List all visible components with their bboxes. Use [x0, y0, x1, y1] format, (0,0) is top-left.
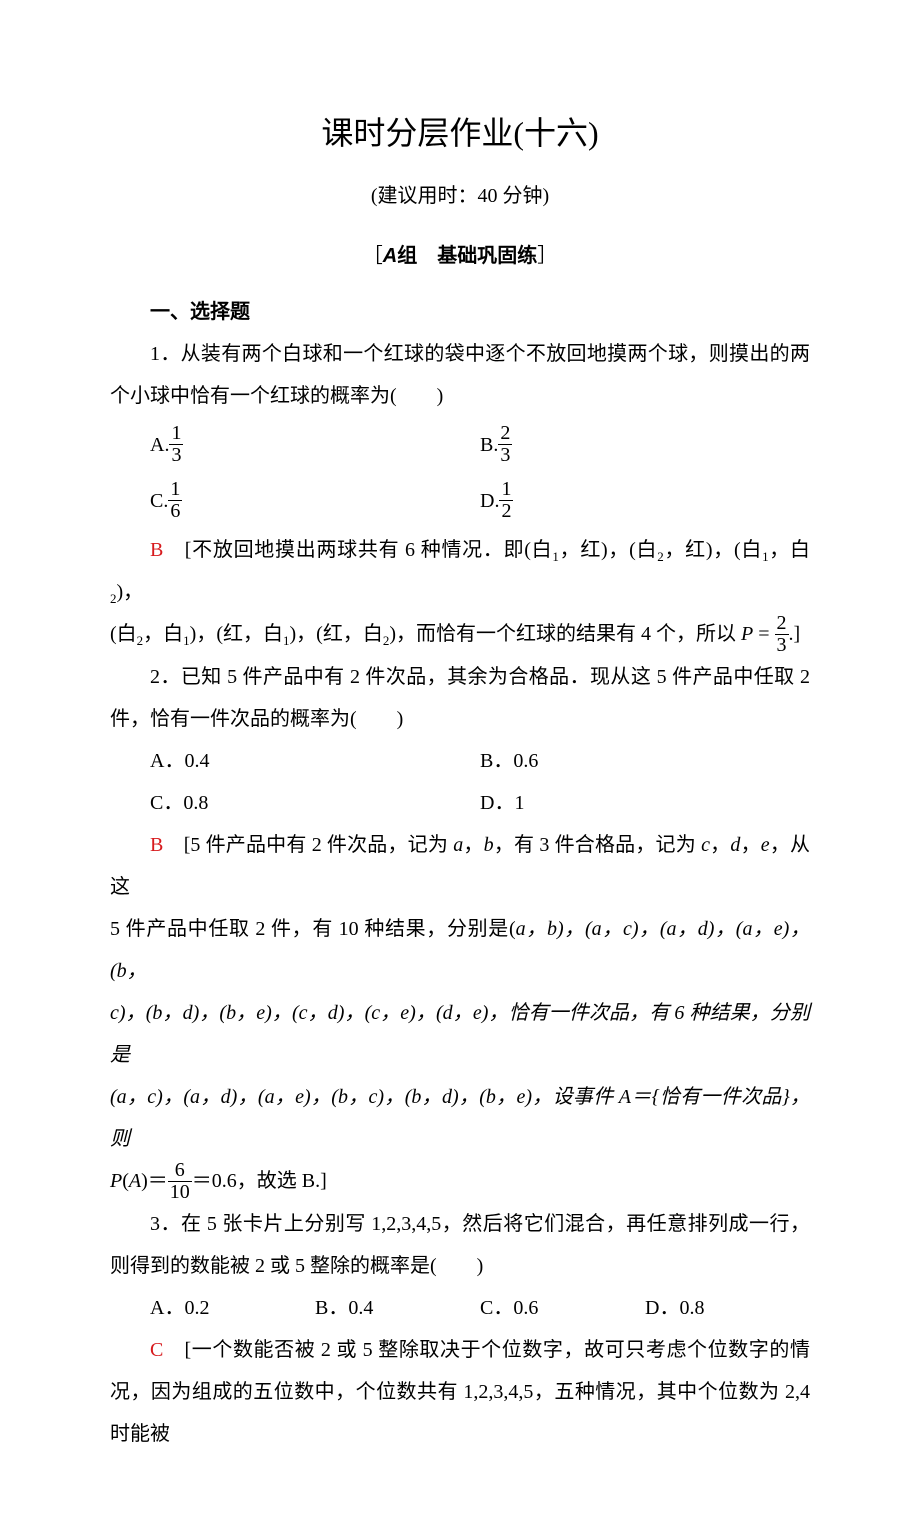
- fraction: 23: [498, 423, 512, 466]
- section-heading: 一、选择题: [110, 291, 810, 333]
- q1-option-b: B. 23: [480, 417, 810, 473]
- q3-option-d: D．0.8: [645, 1287, 810, 1329]
- q2-explanation-1: B [5 件产品中有 2 件次品，记为 a，b，有 3 件合格品，记为 c，d，…: [110, 824, 810, 908]
- q1-option-c: C. 16: [150, 473, 480, 529]
- fraction: 610: [168, 1160, 192, 1203]
- answer-letter: C: [150, 1339, 163, 1361]
- q2-option-a: A．0.4: [150, 740, 480, 782]
- q1-options: A. 13 B. 23 C. 16 D. 12: [150, 417, 810, 529]
- answer-letter: B: [150, 834, 163, 856]
- page: 课时分层作业(十六) (建议用时：40 分钟) ［A组 基础巩固练］ 一、选择题…: [0, 0, 920, 1515]
- worksheet-title: 课时分层作业(十六): [110, 100, 810, 167]
- q2-option-d: D．1: [480, 782, 810, 824]
- q2-option-b: B．0.6: [480, 740, 810, 782]
- fraction: 23: [775, 613, 789, 656]
- q1-option-a: A. 13: [150, 417, 480, 473]
- group-label: 基础巩固练: [437, 245, 537, 267]
- group-word: 组: [397, 245, 417, 267]
- fraction: 12: [499, 479, 513, 522]
- q1-stem: 1．从装有两个白球和一个红球的袋中逐个不放回地摸两个球，则摸出的两个小球中恰有一…: [110, 333, 810, 417]
- fraction: 13: [169, 423, 183, 466]
- q3-stem: 3．在 5 张卡片上分别写 1,2,3,4,5，然后将它们混合，再任意排列成一行…: [110, 1203, 810, 1287]
- q2-option-c: C．0.8: [150, 782, 480, 824]
- q2-options: A．0.4 B．0.6 C．0.8 D．1: [150, 740, 810, 824]
- q2-explanation-2: 5 件产品中任取 2 件，有 10 种结果，分别是(a，b)，(a，c)，(a，…: [110, 908, 810, 992]
- time-suggestion: (建议用时：40 分钟): [110, 175, 810, 217]
- q3-explanation: C [一个数能否被 2 或 5 整除取决于个位数字，故可只考虑个位数字的情况，因…: [110, 1329, 810, 1455]
- q1-option-d: D. 12: [480, 473, 810, 529]
- q3-option-a: A．0.2: [150, 1287, 315, 1329]
- q2-explanation-5: P(A)＝610＝0.6，故选 B.]: [110, 1160, 810, 1203]
- q1-explanation: B [不放回地摸出两球共有 6 种情况．即(白1，红)，(白2，红)，(白1，白…: [110, 529, 810, 613]
- q2-stem: 2．已知 5 件产品中有 2 件次品，其余为合格品．现从这 5 件产品中任取 2…: [110, 656, 810, 740]
- q3-option-c: C．0.6: [480, 1287, 645, 1329]
- fraction: 16: [168, 479, 182, 522]
- q1-explanation-line2: (白2，白1)，(红，白1)，(红，白2)，而恰有一个红球的结果有 4 个，所以…: [110, 613, 810, 656]
- bracket-close: ］: [537, 245, 557, 267]
- answer-letter: B: [150, 539, 163, 561]
- q2-explanation-3: c)，(b，d)，(b，e)，(c，d)，(c，e)，(d，e)，恰有一件次品，…: [110, 992, 810, 1076]
- q3-options: A．0.2 B．0.4 C．0.6 D．0.8: [150, 1287, 810, 1329]
- bracket-open: ［: [363, 245, 383, 267]
- q3-option-b: B．0.4: [315, 1287, 480, 1329]
- section-label: ［A组 基础巩固练］: [110, 235, 810, 277]
- group-letter: A: [383, 245, 397, 267]
- q2-explanation-4: (a，c)，(a，d)，(a，e)，(b，c)，(b，d)，(b，e)，设事件 …: [110, 1076, 810, 1160]
